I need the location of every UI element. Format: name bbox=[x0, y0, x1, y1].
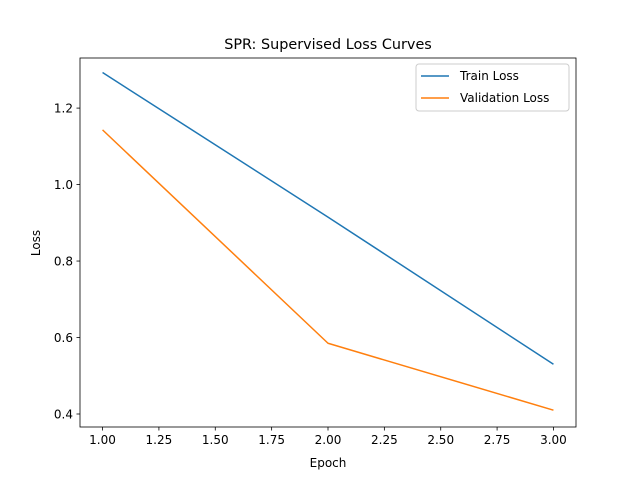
x-tick-label: 2.25 bbox=[371, 433, 398, 447]
plot-frame bbox=[79, 57, 577, 428]
y-axis-ticks: 0.4 0.6 0.8 1.0 1.2 bbox=[54, 101, 80, 421]
series-lines bbox=[102, 71, 554, 411]
y-tick-label: 0.6 bbox=[54, 331, 73, 345]
x-axis-label: Epoch bbox=[310, 456, 347, 470]
chart-title: SPR: Supervised Loss Curves bbox=[224, 37, 432, 53]
y-tick-label: 0.8 bbox=[54, 254, 73, 268]
x-tick-label: 1.25 bbox=[146, 433, 173, 447]
legend-label-train-loss: Train Loss bbox=[459, 69, 519, 83]
x-tick-label: 2.50 bbox=[427, 433, 454, 447]
y-tick-label: 1.2 bbox=[54, 101, 73, 115]
y-tick-label: 0.4 bbox=[54, 407, 73, 421]
legend-box bbox=[415, 63, 570, 112]
x-tick-label: 1.75 bbox=[258, 433, 285, 447]
x-tick-label: 1.00 bbox=[89, 433, 116, 447]
x-tick-label: 2.75 bbox=[484, 433, 511, 447]
y-axis-label: Loss bbox=[29, 230, 43, 256]
y-tick-label: 1.0 bbox=[54, 178, 73, 192]
x-tick-label: 1.50 bbox=[202, 433, 229, 447]
x-tick-label: 2.00 bbox=[315, 433, 342, 447]
x-axis-ticks: 1.00 1.25 1.50 1.75 2.00 2.25 2.50 2.75 3.00 bbox=[89, 427, 567, 447]
plot-area bbox=[80, 58, 576, 427]
legend-label-validation-loss: Validation Loss bbox=[460, 91, 549, 105]
x-tick-label: 3.00 bbox=[540, 433, 567, 447]
legend: Train Loss Validation Loss bbox=[415, 63, 570, 112]
